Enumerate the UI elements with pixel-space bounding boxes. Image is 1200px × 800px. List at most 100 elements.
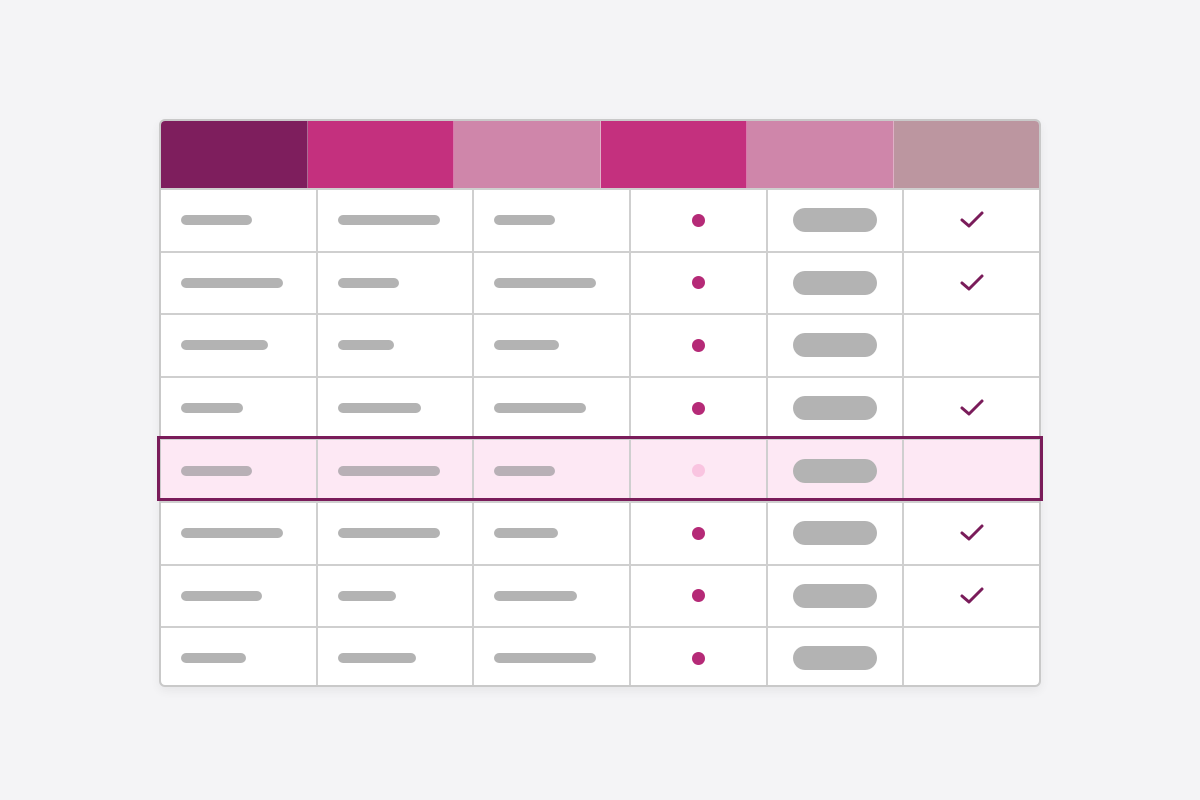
text-placeholder [181,465,252,476]
table-cell-text[interactable] [318,252,475,314]
tag-pill [793,208,878,233]
checkmark-icon [960,399,984,416]
table-row[interactable] [161,250,1039,314]
text-placeholder [181,403,243,414]
table-cell-text[interactable] [474,440,632,501]
status-dot-icon [691,338,705,352]
table-cell-check[interactable] [904,628,1039,685]
table-row[interactable] [161,438,1039,501]
table-cell-text[interactable] [318,315,475,376]
table-cell-status[interactable] [631,440,768,501]
text-placeholder [181,215,252,226]
table-cell-text[interactable] [161,628,318,685]
table-cell-text[interactable] [161,190,318,251]
table-cell-tag[interactable] [768,315,905,376]
column-header-6[interactable] [893,121,1039,188]
text-placeholder [181,528,283,539]
table-cell-status[interactable] [631,502,768,564]
table-cell-tag[interactable] [768,628,905,685]
table-cell-text[interactable] [161,377,318,439]
table-cell-text[interactable] [474,628,632,685]
table-cell-check[interactable] [904,503,1039,564]
table-cell-status[interactable] [631,190,768,251]
checkmark-icon [960,587,984,604]
table-header [161,121,1039,188]
column-header-2[interactable] [307,121,454,188]
checkmark-icon [960,524,984,541]
tag-pill [793,333,878,358]
table-cell-text[interactable] [474,377,632,439]
table-cell-tag[interactable] [768,502,905,564]
table-cell-check[interactable] [904,190,1039,251]
status-dot-icon [691,213,705,227]
column-header-5[interactable] [747,121,894,188]
status-dot-icon [691,464,705,478]
table-cell-text[interactable] [161,502,318,564]
table-cell-tag[interactable] [768,190,905,251]
data-table [159,119,1041,687]
table-cell-text[interactable] [318,190,475,251]
column-header-3[interactable] [454,121,601,188]
table-row[interactable] [161,500,1039,564]
table-cell-text[interactable] [474,502,632,564]
status-dot-icon [691,526,705,540]
text-placeholder [337,277,399,288]
text-placeholder [337,653,416,664]
table-row[interactable] [161,188,1039,251]
table-cell-text[interactable] [474,565,632,627]
table-cell-check[interactable] [904,315,1039,376]
table-cell-check[interactable] [904,440,1039,501]
table-cell-check[interactable] [904,566,1039,627]
table-cell-status[interactable] [631,628,768,685]
checkmark-icon [960,211,984,228]
text-placeholder [337,528,440,539]
table-cell-text[interactable] [474,315,632,376]
table-cell-text[interactable] [161,565,318,627]
text-placeholder [494,465,556,476]
column-header-1[interactable] [161,121,308,188]
tag-pill [793,646,878,671]
table-cell-text[interactable] [318,440,475,501]
table-cell-tag[interactable] [768,565,905,627]
text-placeholder [494,215,556,226]
table-row[interactable] [161,626,1039,685]
text-placeholder [337,403,421,414]
text-placeholder [494,340,560,351]
table-cell-tag[interactable] [768,252,905,314]
table-cell-text[interactable] [474,252,632,314]
tag-pill [793,396,878,421]
tag-pill [793,270,878,295]
table-cell-status[interactable] [631,377,768,439]
table-cell-text[interactable] [318,628,475,685]
text-placeholder [181,653,246,664]
table-cell-status[interactable] [631,565,768,627]
tag-pill [793,583,878,608]
table-cell-status[interactable] [631,315,768,376]
table-cell-text[interactable] [318,502,475,564]
status-dot-icon [691,589,705,603]
text-placeholder [494,277,597,288]
column-header-4[interactable] [600,121,747,188]
table-row[interactable] [161,313,1039,376]
table-cell-tag[interactable] [768,377,905,439]
text-placeholder [181,590,262,601]
text-placeholder [494,528,559,539]
table-cell-status[interactable] [631,252,768,314]
text-placeholder [337,340,394,351]
table-cell-text[interactable] [161,440,318,501]
table-cell-text[interactable] [161,252,318,314]
table-cell-text[interactable] [318,565,475,627]
text-placeholder [494,403,587,414]
table-cell-text[interactable] [318,377,475,439]
table-cell-tag[interactable] [768,440,905,501]
text-placeholder [337,215,440,226]
table-row[interactable] [161,375,1039,439]
table-row[interactable] [161,563,1039,627]
table-cell-text[interactable] [161,315,318,376]
text-placeholder [494,653,597,664]
table-cell-check[interactable] [904,378,1039,439]
tag-pill [793,458,878,483]
table-cell-text[interactable] [474,190,632,251]
table-cell-check[interactable] [904,253,1039,314]
